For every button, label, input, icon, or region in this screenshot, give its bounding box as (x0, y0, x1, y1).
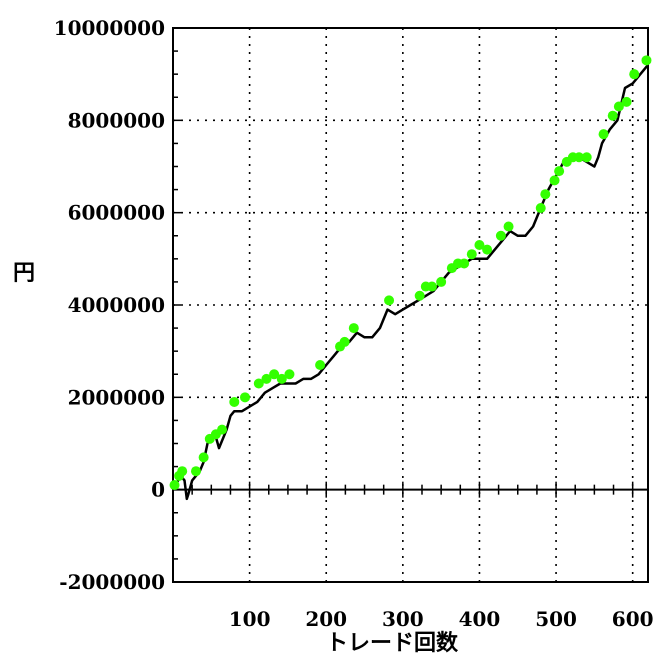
y-tick-label: -2000000 (59, 570, 165, 594)
data-point (217, 424, 228, 435)
data-point (169, 480, 180, 491)
data-point (459, 258, 470, 269)
y-tick-labels: -2000000 0 2000000 4000000 6000000 8000000 100… (54, 16, 165, 594)
series-line-equity (171, 64, 649, 501)
y-tick-label: 6000000 (68, 201, 165, 225)
data-point (190, 466, 201, 477)
data-point (276, 373, 287, 384)
data-point (503, 221, 514, 232)
data-point (535, 203, 546, 214)
data-point (495, 230, 506, 241)
x-tick-label: 400 (459, 607, 501, 631)
data-point (474, 239, 485, 250)
data-point (549, 175, 560, 186)
data-point (629, 69, 640, 80)
data-point (261, 373, 272, 384)
data-point (384, 295, 395, 306)
x-tick-label: 100 (229, 607, 271, 631)
data-point (229, 396, 240, 407)
data-point (269, 369, 280, 380)
data-point (253, 378, 264, 389)
data-point (315, 360, 326, 371)
data-point (598, 129, 609, 140)
data-point (177, 466, 188, 477)
x-tick-label: 600 (612, 607, 654, 631)
y-tick-label: 4000000 (68, 293, 165, 317)
data-point (482, 244, 493, 255)
data-point (607, 110, 618, 121)
data-point (284, 369, 295, 380)
x-tick-labels: 100 200 300 400 500 600 (229, 607, 654, 631)
data-point (348, 323, 359, 334)
x-tick-label: 500 (535, 607, 577, 631)
data-point (240, 392, 251, 403)
y-tick-label: 2000000 (68, 385, 165, 409)
y-tick-label: 0 (151, 478, 165, 502)
data-point (414, 290, 425, 301)
x-axis-label: トレード回数 (326, 630, 459, 656)
data-point (466, 249, 477, 260)
minor-ticks (173, 27, 634, 583)
data-point (581, 152, 592, 163)
data-point (198, 452, 209, 463)
x-tick-label: 300 (382, 607, 424, 631)
data-point (574, 152, 585, 163)
data-point (641, 55, 652, 66)
data-point (554, 166, 565, 177)
series-markers (169, 55, 652, 491)
y-tick-label: 10000000 (54, 16, 165, 40)
data-point (540, 189, 551, 200)
data-point (426, 281, 437, 292)
data-point (339, 336, 350, 347)
data-point (621, 96, 632, 107)
x-tick-label: 200 (305, 607, 347, 631)
y-axis-label: 円 (13, 261, 35, 286)
data-point (436, 276, 447, 287)
y-tick-label: 8000000 (68, 108, 165, 132)
data-point (613, 101, 624, 112)
